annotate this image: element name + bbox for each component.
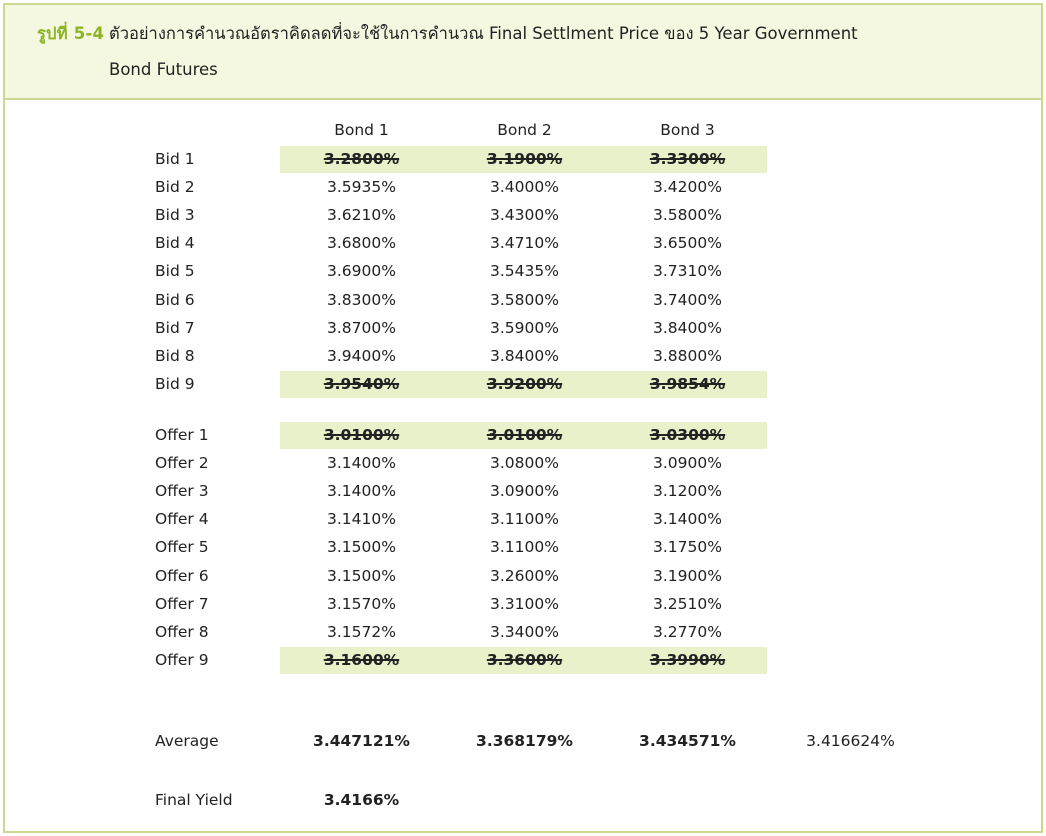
bid-value-bond-1: 3.2800% — [323, 150, 400, 168]
offer-row-label: Offer 4 — [155, 510, 209, 529]
column-header-bond-3: Bond 3 — [660, 121, 715, 139]
bid-value-bond-1: 3.6210% — [327, 206, 396, 225]
offer-row-label: Offer 1 — [155, 426, 209, 444]
bid-row-label: Bid 2 — [155, 178, 195, 197]
average-value-bond-3: 3.434571% — [639, 732, 736, 750]
offer-value-bond-1: 3.1400% — [327, 454, 396, 473]
bid-value-bond-3: 3.9854% — [649, 374, 726, 393]
bid-value-bond-3: 3.3300% — [649, 150, 726, 168]
bid-value-bond-3: 3.7310% — [653, 262, 722, 281]
final-yield-value: 3.4166% — [323, 791, 400, 809]
bid-value-bond-1: 3.6800% — [327, 234, 396, 253]
bid-value-bond-3: 3.7400% — [653, 290, 722, 309]
bid-value-bond-2: 3.4710% — [490, 234, 559, 253]
bid-row-label: Bid 6 — [155, 290, 195, 309]
bid-value-bond-1: 3.8700% — [327, 318, 396, 337]
offer-value-bond-1: 3.1500% — [327, 566, 396, 585]
offer-value-bond-1: 3.1410% — [327, 510, 396, 529]
bid-value-bond-3: 3.6500% — [653, 234, 722, 253]
offer-value-bond-3: 3.1900% — [653, 566, 722, 585]
offer-value-bond-2: 3.3600% — [486, 650, 563, 669]
bid-row-label: Bid 5 — [155, 262, 195, 281]
offer-value-bond-3: 3.0900% — [653, 454, 722, 473]
offer-row-label: Offer 6 — [155, 566, 209, 585]
bid-value-bond-2: 3.1900% — [486, 150, 563, 168]
offer-row-label: Offer 8 — [155, 622, 209, 641]
offer-value-bond-2: 3.0800% — [490, 454, 559, 473]
offer-value-bond-3: 3.3990% — [649, 650, 726, 669]
figure-caption: รูปที่ 5-4 ตัวอย่างการคำนวณอัตราคิดลดที่… — [5, 5, 1041, 100]
offer-row-label: Offer 7 — [155, 594, 209, 613]
bid-value-bond-3: 3.8800% — [653, 346, 722, 365]
bid-value-bond-1: 3.5935% — [327, 178, 396, 197]
offer-value-bond-3: 3.0300% — [649, 426, 726, 444]
bid-row-label: Bid 1 — [155, 150, 195, 168]
bid-value-bond-2: 3.8400% — [490, 346, 559, 365]
bid-row-label: Bid 3 — [155, 206, 195, 225]
bid-value-bond-3: 3.8400% — [653, 318, 722, 337]
offer-value-bond-1: 3.1400% — [327, 482, 396, 501]
caption-line-1: ตัวอย่างการคำนวณอัตราคิดลดที่จะใช้ในการค… — [109, 24, 858, 43]
offer-value-bond-3: 3.2510% — [653, 594, 722, 613]
offer-value-bond-2: 3.0100% — [486, 426, 563, 444]
offer-value-bond-2: 3.2600% — [490, 566, 559, 585]
bid-excluded-highlight — [280, 370, 767, 398]
offer-value-bond-3: 3.2770% — [653, 622, 722, 641]
offer-excluded-highlight — [280, 646, 767, 674]
bid-value-bond-1: 3.6900% — [327, 262, 396, 281]
caption-line-2: Bond Futures — [109, 60, 218, 79]
bid-value-bond-3: 3.4200% — [653, 178, 722, 197]
offer-value-bond-2: 3.3100% — [490, 594, 559, 613]
average-value-bond-2: 3.368179% — [476, 732, 573, 750]
average-value-bond-1: 3.447121% — [313, 732, 410, 750]
overall-average-value: 3.416624% — [806, 732, 895, 750]
bid-value-bond-1: 3.9400% — [327, 346, 396, 365]
offer-value-bond-1: 3.1600% — [323, 650, 400, 669]
figure-label: รูปที่ 5-4 — [37, 24, 105, 43]
offer-row-label: Offer 5 — [155, 538, 209, 557]
offer-row-label: Offer 3 — [155, 482, 209, 501]
offer-value-bond-1: 3.1570% — [327, 594, 396, 613]
bid-excluded-highlight — [280, 146, 767, 173]
average-row-label: Average — [155, 732, 219, 750]
column-header-bond-2: Bond 2 — [497, 121, 552, 139]
bid-value-bond-2: 3.9200% — [486, 374, 563, 393]
offer-value-bond-2: 3.3400% — [490, 622, 559, 641]
bid-value-bond-2: 3.5800% — [490, 290, 559, 309]
bid-row-label: Bid 7 — [155, 318, 195, 337]
bid-row-label: Bid 8 — [155, 346, 195, 365]
bid-value-bond-2: 3.5900% — [490, 318, 559, 337]
offer-excluded-highlight — [280, 422, 767, 449]
offer-value-bond-1: 3.0100% — [323, 426, 400, 444]
bid-row-label: Bid 9 — [155, 374, 195, 393]
offer-value-bond-3: 3.1200% — [653, 482, 722, 501]
offer-value-bond-2: 3.1100% — [490, 510, 559, 529]
bid-value-bond-2: 3.4300% — [490, 206, 559, 225]
final-yield-label: Final Yield — [155, 791, 233, 809]
bid-value-bond-2: 3.5435% — [490, 262, 559, 281]
offer-row-label: Offer 9 — [155, 650, 209, 669]
offer-row-label: Offer 2 — [155, 454, 209, 473]
offer-value-bond-2: 3.1100% — [490, 538, 559, 557]
offer-value-bond-1: 3.1500% — [327, 538, 396, 557]
bid-row-label: Bid 4 — [155, 234, 195, 253]
bid-value-bond-2: 3.4000% — [490, 178, 559, 197]
bid-value-bond-1: 3.8300% — [327, 290, 396, 309]
offer-value-bond-1: 3.1572% — [327, 622, 396, 641]
column-header-bond-1: Bond 1 — [334, 121, 389, 139]
offer-value-bond-2: 3.0900% — [490, 482, 559, 501]
offer-value-bond-3: 3.1750% — [653, 538, 722, 557]
bid-value-bond-3: 3.5800% — [653, 206, 722, 225]
figure-frame: รูปที่ 5-4 ตัวอย่างการคำนวณอัตราคิดลดที่… — [3, 3, 1043, 833]
offer-value-bond-3: 3.1400% — [653, 510, 722, 529]
bid-value-bond-1: 3.9540% — [323, 374, 400, 393]
